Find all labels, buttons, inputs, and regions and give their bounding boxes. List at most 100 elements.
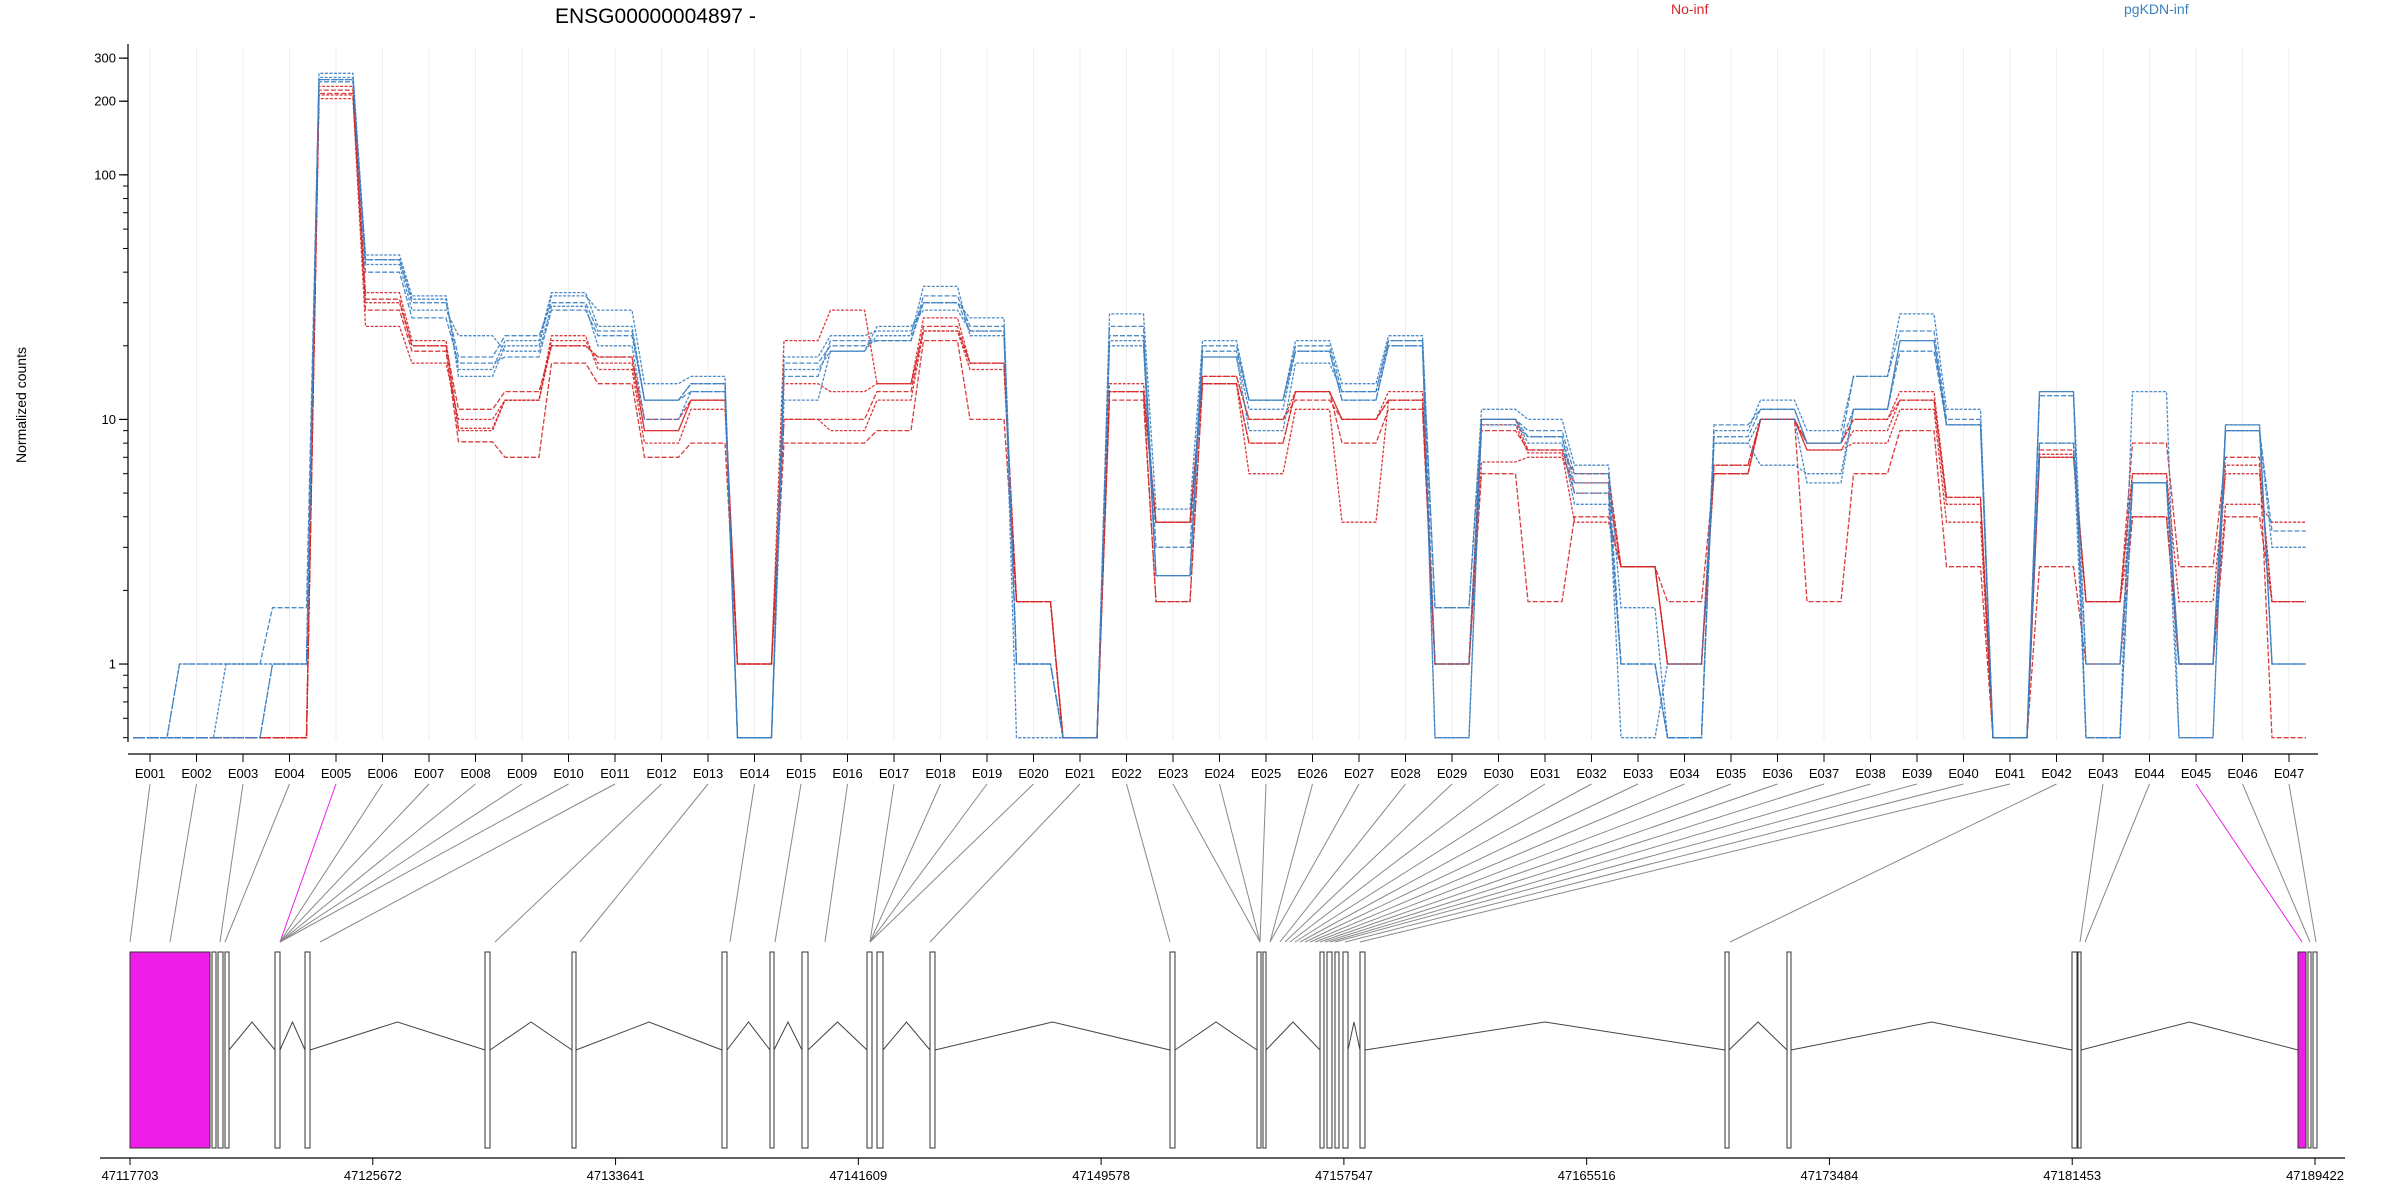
exon-connector — [1359, 783, 2011, 943]
exon-connector — [1729, 783, 2057, 943]
exon-block — [1169, 951, 1176, 1149]
exon-connector — [494, 783, 662, 943]
exon-connector — [774, 783, 802, 943]
exon-connector — [319, 783, 616, 943]
exon-connector — [1299, 783, 1592, 943]
genomic-tick-label: 47157547 — [1315, 1168, 1373, 1183]
exon-connector — [279, 783, 523, 943]
exon-connector — [869, 783, 1034, 943]
exon-connector — [224, 783, 290, 943]
exon-block — [274, 951, 281, 1149]
exon-block — [217, 951, 224, 1149]
y-tick-label: 1 — [109, 657, 116, 672]
x-tick-label: E012 — [646, 766, 676, 781]
exon-connector — [169, 783, 197, 943]
intron-link — [726, 1021, 771, 1051]
exon-connector — [1324, 783, 1825, 943]
x-tick-label: E046 — [2227, 766, 2257, 781]
exon-connector — [1289, 783, 1499, 943]
genomic-tick-label: 47173484 — [1801, 1168, 1859, 1183]
exon-block — [929, 951, 936, 1149]
intron-link — [1174, 1021, 1258, 1051]
intron-link — [228, 1021, 276, 1051]
exon-connector — [279, 783, 476, 943]
axes: 1 10 100 200 300 E001 E002 E003 E004 E005 E006 E007… — [94, 44, 2318, 781]
genomic-tick-label: 47189422 — [2286, 1168, 2344, 1183]
x-tick-label: E022 — [1111, 766, 1141, 781]
y-tick-label: 100 — [94, 167, 116, 182]
exon-block — [304, 951, 311, 1149]
exon-connector — [129, 783, 151, 943]
exon-connector — [1319, 783, 1778, 943]
legend-entry-pgkdn-inf: pgKDN-inf — [2124, 1, 2189, 17]
grid-lines — [149, 48, 2290, 740]
exon-block — [801, 951, 809, 1149]
exon-block — [2312, 951, 2318, 1149]
intron-link — [1728, 1021, 1788, 1051]
x-tick-label: E043 — [2088, 766, 2118, 781]
intron-link — [279, 1020, 306, 1051]
exon-block — [769, 951, 775, 1149]
intron-link — [489, 1021, 573, 1051]
exon-connector — [1126, 783, 1171, 943]
x-tick-label: E031 — [1530, 766, 1560, 781]
exon-block — [1786, 951, 1792, 1149]
exon-connector — [2242, 783, 2311, 943]
exon-block — [876, 951, 884, 1149]
exon-connector — [1284, 783, 1453, 943]
genomic-tick-label: 47181453 — [2043, 1168, 2101, 1183]
legend-entry-no-inf: No-inf — [1671, 1, 1708, 17]
y-axis-label: Normalized counts — [13, 347, 29, 463]
intron-link — [773, 1020, 803, 1051]
exon-connector — [2079, 783, 2104, 943]
x-tick-label: E040 — [1948, 766, 1978, 781]
x-tick-label: E002 — [181, 766, 211, 781]
exon-connector — [2084, 783, 2150, 943]
x-tick-label: E033 — [1623, 766, 1653, 781]
x-tick-label: E025 — [1251, 766, 1281, 781]
exon-block — [2077, 951, 2082, 1149]
gene-model: 47117703 47125672 47133641 47141609 47149578… — [100, 951, 2345, 1183]
genomic-tick-label: 47133641 — [587, 1168, 645, 1183]
exon-connector — [869, 783, 941, 943]
x-tick-label: E008 — [460, 766, 490, 781]
exon-connector — [1219, 783, 1261, 943]
series-line-pgkdn-inf — [133, 81, 2306, 739]
exon-connector — [869, 783, 895, 943]
y-tick-label: 300 — [94, 51, 116, 66]
x-tick-label: E007 — [414, 766, 444, 781]
exon-connector — [1279, 783, 1406, 943]
x-tick-label: E024 — [1204, 766, 1234, 781]
x-tick-label: E020 — [1018, 766, 1048, 781]
exon-block — [571, 951, 577, 1149]
exon-block — [1326, 951, 1333, 1149]
exon-block — [1319, 951, 1325, 1149]
exon-connector — [1334, 783, 1918, 943]
exon-connectors — [129, 783, 2317, 943]
exon-connector — [579, 783, 709, 943]
exon-block — [721, 951, 728, 1149]
x-tick-label: E021 — [1065, 766, 1095, 781]
x-tick-label: E016 — [832, 766, 862, 781]
exon-connector — [1172, 783, 1261, 943]
x-tick-label: E004 — [274, 766, 304, 781]
exon-connector — [1259, 783, 1267, 943]
exon-block — [484, 951, 491, 1149]
exon-block — [211, 951, 217, 1149]
x-tick-label: E001 — [135, 766, 165, 781]
intron-link — [882, 1021, 931, 1051]
y-tick-label: 10 — [102, 412, 116, 427]
x-tick-label: E006 — [367, 766, 397, 781]
x-tick-label: E044 — [2134, 766, 2164, 781]
intron-link — [934, 1021, 1171, 1051]
x-tick-label: E029 — [1437, 766, 1467, 781]
exon-connector — [1304, 783, 1639, 943]
y-tick-label: 200 — [94, 94, 116, 109]
exon-connector — [1344, 783, 1964, 943]
genomic-tick-label: 47149578 — [1072, 1168, 1130, 1183]
exon-connector — [1329, 783, 1871, 943]
x-tick-label: E026 — [1297, 766, 1327, 781]
x-tick-label: E038 — [1855, 766, 1885, 781]
x-tick-label: E030 — [1483, 766, 1513, 781]
